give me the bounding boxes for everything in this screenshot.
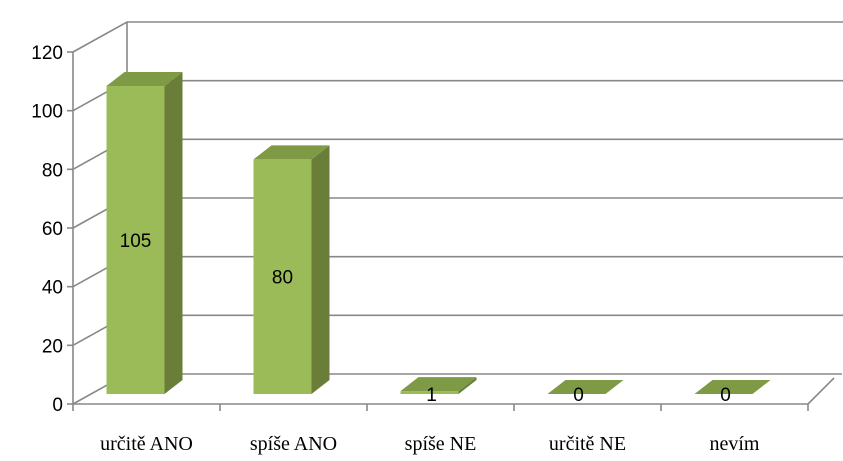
x-tick-label: určitě NE [549,433,626,455]
data-label: 0 [720,385,731,406]
y-tick-label: 40 [42,278,63,299]
y-tick-label: 100 [31,102,63,123]
bar [694,380,771,394]
y-tick-label: 60 [42,219,63,240]
bars [106,72,771,394]
bar-front [400,391,459,394]
x-tick-label: spíše NE [405,433,477,455]
gridline [72,138,843,171]
gridline [72,314,843,347]
bar-top [694,380,771,394]
y-tick-label: 0 [52,395,63,416]
bar-side [311,145,330,394]
bar-side [458,377,477,394]
data-label: 0 [573,385,584,406]
bar [106,72,183,394]
gridline [72,255,843,288]
gridline [72,197,843,229]
gridlines [72,21,843,347]
y-tick-label: 20 [42,336,63,357]
x-tick-label: určitě ANO [100,433,193,455]
gridline [72,79,843,112]
bar [547,380,624,394]
gridline [72,21,843,53]
bar-top [400,377,477,392]
bar-front [253,159,312,394]
bar [400,377,477,394]
bar-top [547,380,624,394]
data-label: 1 [426,385,437,406]
y-tick-label: 80 [42,160,63,181]
x-tick-label: spíše ANO [250,433,337,455]
bar-front [106,86,165,394]
y-tick-label: 120 [31,43,63,64]
data-label: 80 [272,268,293,289]
bar-side [164,72,183,394]
x-tick-label: nevím [710,433,760,455]
bar-top [106,72,183,86]
bar [253,145,330,394]
bar-top [253,145,330,160]
data-label: 105 [120,231,152,252]
floor-right-edge [807,377,835,405]
